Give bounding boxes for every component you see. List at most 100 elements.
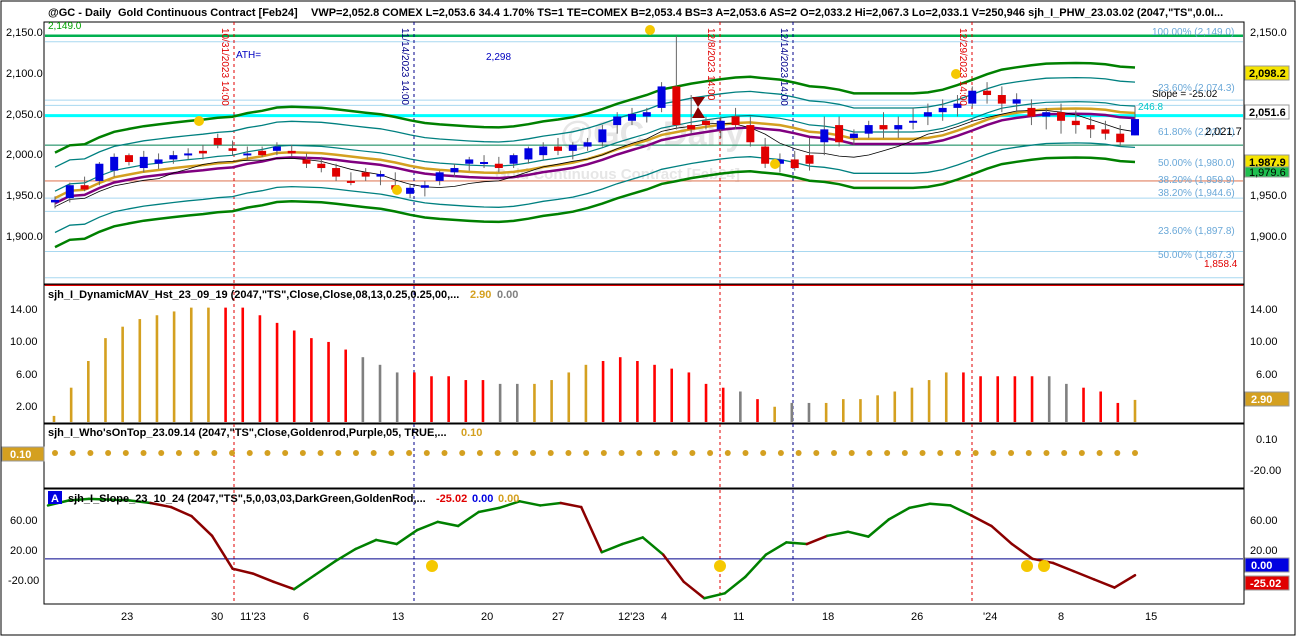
lower-band-line bbox=[54, 156, 1136, 249]
histogram-bar bbox=[721, 387, 725, 422]
ath-value: 2,298 bbox=[486, 52, 511, 63]
whos-on-top-dot bbox=[1132, 450, 1138, 456]
slope-segment bbox=[1092, 578, 1116, 589]
candle-up bbox=[272, 146, 281, 151]
histogram-bar bbox=[944, 372, 948, 422]
slope-segment bbox=[67, 497, 91, 502]
slope-segment bbox=[108, 498, 132, 502]
histogram-bar bbox=[430, 376, 433, 422]
candle-down bbox=[287, 150, 296, 154]
slope-badge-letter: A bbox=[51, 493, 59, 505]
slope-segment bbox=[846, 530, 870, 538]
slope-segment bbox=[1010, 542, 1034, 561]
hist-value-2: 0.00 bbox=[497, 289, 518, 301]
whos-on-top-dot bbox=[69, 450, 76, 456]
candle-up bbox=[938, 107, 947, 113]
candle-up bbox=[169, 155, 178, 160]
candle-down bbox=[672, 86, 681, 126]
histogram-bar bbox=[670, 368, 674, 422]
histogram-bar bbox=[207, 307, 210, 422]
histogram-bar bbox=[498, 383, 502, 422]
hist-tick-left: 10.00 bbox=[10, 336, 38, 348]
candle-up bbox=[95, 163, 104, 181]
slope-badge-zero: 0.00 bbox=[1251, 560, 1272, 572]
hist-tick-right: 14.00 bbox=[1250, 304, 1278, 316]
candle-down bbox=[687, 125, 696, 130]
candle-up bbox=[923, 112, 932, 117]
candle-down bbox=[198, 150, 207, 154]
candle-up bbox=[716, 120, 725, 130]
x-label: 8 bbox=[1058, 611, 1064, 623]
candle-down bbox=[494, 163, 503, 169]
chart-title: Gold Continuous Contract [Feb24] bbox=[118, 7, 298, 19]
candle-up bbox=[154, 159, 163, 164]
whos-on-top-dot bbox=[901, 450, 908, 456]
candle-down bbox=[361, 172, 370, 177]
slope-segment bbox=[887, 506, 911, 521]
black-ma-line bbox=[54, 110, 1136, 208]
whos-on-top-dot bbox=[246, 450, 253, 456]
hist-title: sjh_I_DynamicMAV_Hst_23_09_19 (2047,"TS"… bbox=[48, 289, 459, 301]
histogram-bar bbox=[395, 372, 399, 422]
slope-segment bbox=[969, 514, 993, 528]
whos-on-top-dot bbox=[600, 450, 607, 456]
whos-on-top-dot bbox=[406, 450, 413, 456]
histogram-bar bbox=[979, 376, 982, 422]
histogram-bar bbox=[842, 399, 845, 422]
slope-segment bbox=[456, 510, 480, 528]
slope-segment bbox=[518, 500, 542, 507]
slope-segment bbox=[621, 536, 645, 546]
price-tick-right: 2,150.0 bbox=[1250, 27, 1287, 39]
top-title: sjh_I_Who'sOnTop_23.09.14 (2047,"TS",Clo… bbox=[48, 427, 447, 439]
histogram-bar bbox=[739, 391, 742, 422]
histogram-bar bbox=[327, 341, 330, 422]
x-label: 23 bbox=[121, 611, 133, 623]
whos-on-top-panel bbox=[52, 450, 1138, 456]
badge-2021: 2,021.7 bbox=[1205, 126, 1242, 138]
level-label-246: 246.8 bbox=[1138, 102, 1163, 113]
slope-segment bbox=[600, 542, 624, 554]
candle-up bbox=[968, 90, 977, 104]
x-label: 11 bbox=[733, 611, 744, 623]
x-label: 15 bbox=[1145, 611, 1157, 623]
whos-on-top-dot bbox=[583, 450, 590, 456]
purple-ma-line bbox=[54, 112, 1136, 205]
x-label: 26 bbox=[911, 611, 923, 623]
candle-down bbox=[790, 159, 799, 169]
fib-label-6: 38.20% (1,944.6) bbox=[1158, 188, 1235, 199]
slope-segment bbox=[415, 520, 439, 532]
histogram-bar bbox=[1030, 376, 1034, 422]
event-line-label: 10/31/2023 14:00 bbox=[219, 28, 230, 106]
candle-down bbox=[332, 168, 341, 177]
hist-tick-left: 2.00 bbox=[16, 401, 37, 413]
histogram-bar bbox=[292, 330, 296, 422]
histogram-bar bbox=[481, 380, 485, 422]
histogram-bar bbox=[310, 338, 313, 422]
whos-on-top-dot bbox=[229, 450, 236, 456]
histogram-bar bbox=[927, 380, 931, 422]
price-tick-left: 2,000.0 bbox=[6, 149, 43, 161]
whos-on-top-dot bbox=[1025, 450, 1032, 456]
histogram-bar bbox=[876, 395, 879, 422]
slope-segment bbox=[292, 574, 316, 591]
price-tick-right: 1,950.0 bbox=[1250, 190, 1287, 202]
slope-segment bbox=[169, 505, 193, 518]
slope-segment bbox=[497, 500, 521, 510]
candle-up bbox=[110, 156, 119, 171]
slope-tick-right: 20.00 bbox=[1250, 545, 1278, 557]
whos-on-top-dot bbox=[335, 450, 342, 456]
whos-on-top-dot bbox=[423, 450, 430, 456]
histogram-bar bbox=[790, 402, 794, 422]
slope-segment bbox=[87, 497, 111, 501]
event-line-labels: 10/31/2023 14:00 11/14/2023 14:00 12/8/202… bbox=[219, 28, 968, 106]
fib-label-7: 23.60% (1,897.8) bbox=[1158, 226, 1235, 237]
badge-1979: 1,979.6 bbox=[1249, 167, 1286, 179]
whos-on-top-dot bbox=[1114, 450, 1121, 456]
fib-label-8: 50.00% (1,867.3) bbox=[1158, 250, 1235, 261]
whos-on-top-dot bbox=[618, 450, 625, 456]
hist-tick-left: 14.00 bbox=[10, 304, 38, 316]
fib-label-5: 38.20% (1,959.9) bbox=[1158, 175, 1235, 186]
candle-up bbox=[820, 129, 829, 143]
signal-dot bbox=[194, 116, 204, 126]
slope-segment bbox=[190, 514, 214, 538]
